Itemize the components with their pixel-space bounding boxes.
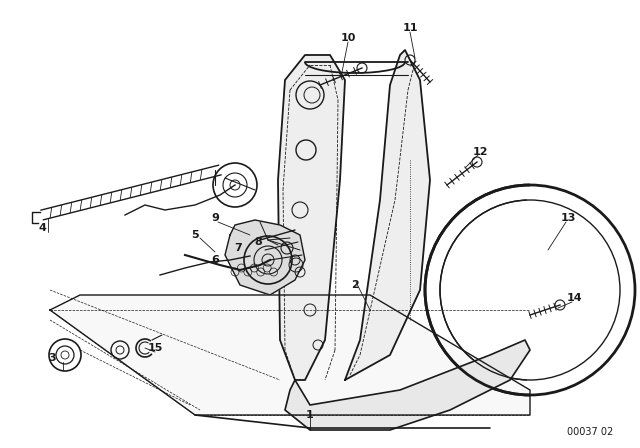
Text: 6: 6	[211, 255, 219, 265]
Text: 15: 15	[147, 343, 163, 353]
Text: 10: 10	[340, 33, 356, 43]
Text: 9: 9	[211, 213, 219, 223]
Polygon shape	[278, 55, 345, 380]
Text: 11: 11	[403, 23, 418, 33]
Text: 2: 2	[351, 280, 359, 290]
Text: 1: 1	[306, 410, 314, 420]
Polygon shape	[225, 220, 305, 295]
Text: 12: 12	[472, 147, 488, 157]
Polygon shape	[285, 340, 530, 430]
Text: 7: 7	[234, 243, 242, 253]
Text: 8: 8	[254, 237, 262, 247]
Text: 14: 14	[567, 293, 583, 303]
Polygon shape	[345, 50, 430, 380]
Polygon shape	[50, 295, 530, 415]
Text: 13: 13	[560, 213, 576, 223]
Text: 4: 4	[38, 223, 46, 233]
Text: 00037 02: 00037 02	[567, 427, 613, 437]
Text: 5: 5	[191, 230, 199, 240]
Text: 3: 3	[48, 353, 56, 363]
